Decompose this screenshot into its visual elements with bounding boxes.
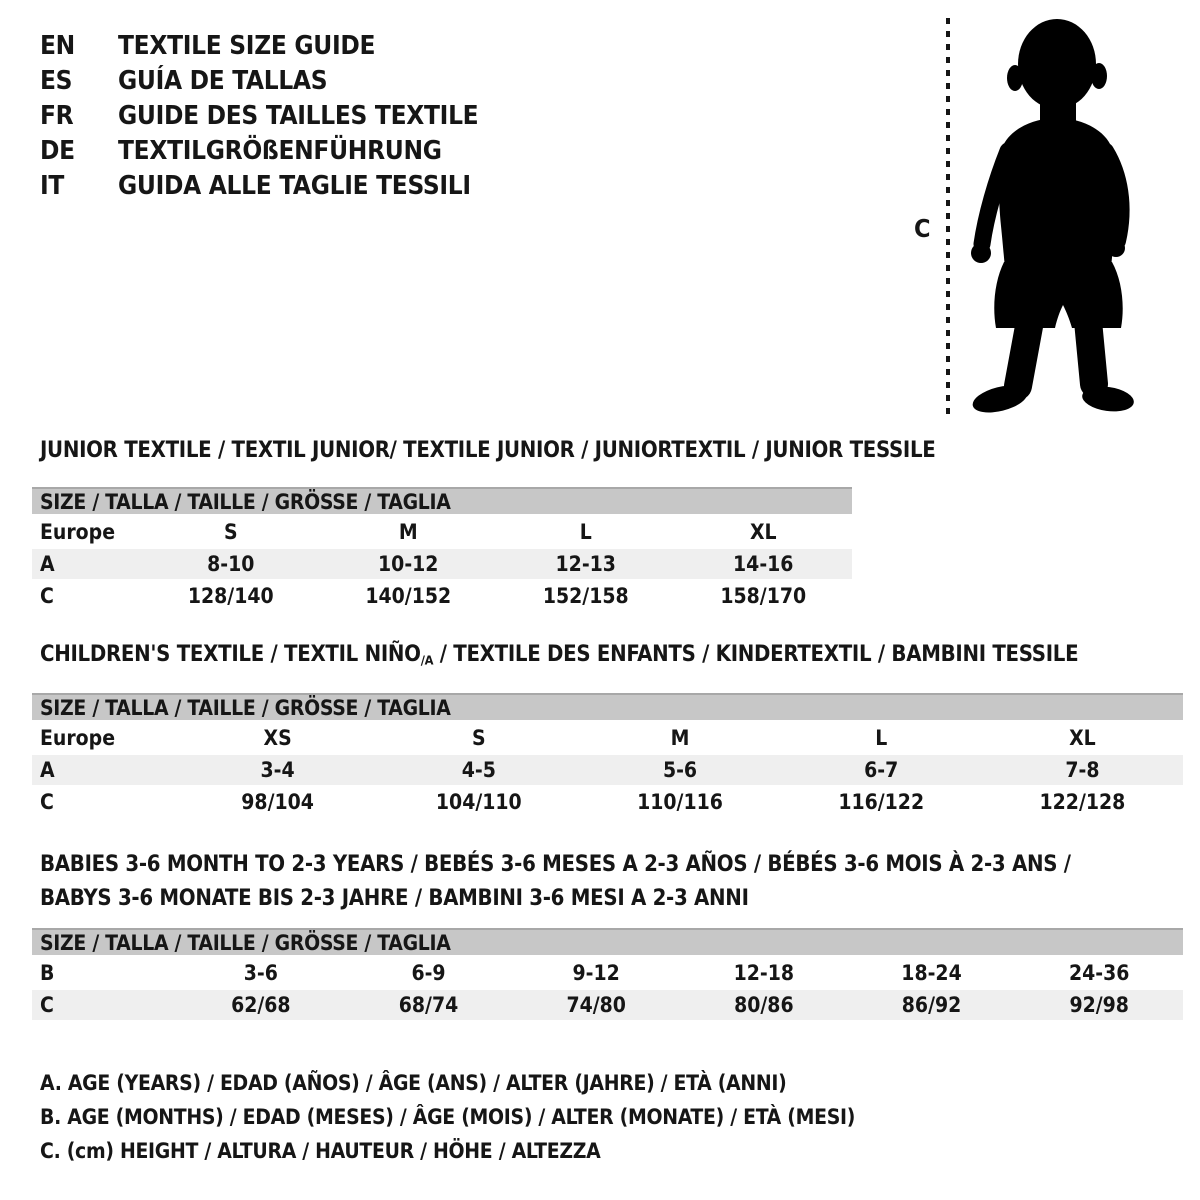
children-title-pre: CHILDREN'S TEXTILE / TEXTIL NIÑO	[40, 642, 421, 667]
language-row: IT GUIDA ALLE TAGLIE TESSILI	[40, 168, 478, 203]
age-cell: 6-7	[864, 758, 899, 782]
guide-title: GUIDE DES TAILLES TEXTILE	[118, 100, 479, 131]
height-cell: 152/158	[542, 584, 629, 608]
age-cell: 3-4	[260, 758, 295, 782]
size-header-bar: SIZE / TALLA / TAILLE / GRÖSSE / TAGLIA	[32, 487, 852, 514]
table-row-height: C 98/104 104/110 110/116 116/122 122/128	[32, 787, 1183, 817]
age-cell: 8-10	[207, 552, 255, 576]
row-label: C	[40, 584, 54, 608]
guide-title: TEXTILE SIZE GUIDE	[118, 30, 376, 61]
age-cell: 12-13	[555, 552, 616, 576]
size-cell: M	[670, 726, 690, 750]
children-title-post: / TEXTILE DES ENFANTS / KINDERTEXTIL / B…	[433, 642, 1079, 667]
height-cell: 116/122	[838, 790, 925, 814]
size-header-bar: SIZE / TALLA / TAILLE / GRÖSSE / TAGLIA	[32, 693, 1183, 720]
children-size-table: SIZE / TALLA / TAILLE / GRÖSSE / TAGLIA …	[32, 693, 1183, 819]
size-cell: XL	[1069, 726, 1096, 750]
language-code: IT	[40, 170, 65, 201]
row-label: Europe	[40, 520, 116, 544]
age-cell: 4-5	[461, 758, 496, 782]
size-cell: L	[579, 520, 592, 544]
height-cell: 104/110	[435, 790, 522, 814]
age-cell: 9-12	[572, 961, 620, 985]
size-cell: S	[223, 520, 238, 544]
table-row-height: C 62/68 68/74 74/80 80/86 86/92 92/98	[32, 990, 1183, 1020]
height-cell: 80/86	[734, 993, 794, 1017]
language-code: ES	[40, 65, 73, 96]
row-label: C	[40, 993, 54, 1017]
size-header-bar: SIZE / TALLA / TAILLE / GRÖSSE / TAGLIA	[32, 928, 1183, 955]
row-label: Europe	[40, 726, 116, 750]
height-cell: 98/104	[241, 790, 314, 814]
language-row: EN TEXTILE SIZE GUIDE	[40, 28, 478, 63]
babies-title-line1: BABIES 3-6 MONTH TO 2-3 YEARS / BEBÉS 3-…	[40, 852, 1071, 877]
row-label: A	[40, 758, 55, 782]
language-row: FR GUIDE DES TAILLES TEXTILE	[40, 98, 479, 133]
size-cell: XL	[749, 520, 777, 544]
junior-section-title: JUNIOR TEXTILE / TEXTIL JUNIOR/ TEXTILE …	[40, 438, 936, 463]
age-cell: 5-6	[662, 758, 698, 782]
guide-title: GUIDA ALLE TAGLIE TESSILI	[118, 170, 471, 201]
table-row-height: C 128/140 140/152 152/158 158/170	[32, 581, 852, 611]
measurement-legend: A. AGE (YEARS) / EDAD (AÑOS) / ÂGE (ANS)…	[40, 1066, 855, 1168]
height-cell: 110/116	[637, 790, 723, 814]
height-cell: 128/140	[187, 584, 274, 608]
babies-section-title: BABIES 3-6 MONTH TO 2-3 YEARS / BEBÉS 3-…	[40, 848, 1071, 916]
age-cell: 12-18	[733, 961, 795, 985]
height-cell: 92/98	[1069, 993, 1129, 1017]
table-row-age: A 3-4 4-5 5-6 6-7 7-8	[32, 755, 1183, 785]
size-cell: XS	[263, 726, 292, 750]
height-cell: 74/80	[566, 993, 626, 1017]
size-cell: M	[398, 520, 418, 544]
legend-age-years: A. AGE (YEARS) / EDAD (AÑOS) / ÂGE (ANS)…	[40, 1071, 787, 1095]
legend-height: C. (cm) HEIGHT / ALTURA / HAUTEUR / HÖHE…	[40, 1139, 601, 1163]
height-cell: 62/68	[231, 993, 291, 1017]
children-title-sub: /A	[420, 653, 434, 669]
height-cell: 158/170	[720, 584, 807, 608]
height-cell: 68/74	[398, 993, 459, 1017]
children-section-title: CHILDREN'S TEXTILE / TEXTIL NIÑO/A / TEX…	[40, 638, 1079, 679]
table-row-europe: Europe XS S M L XL	[32, 723, 1183, 753]
height-cell: 86/92	[901, 993, 962, 1017]
size-cell: L	[875, 726, 888, 750]
size-cell: S	[472, 726, 486, 750]
height-cell: 140/152	[365, 584, 452, 608]
guide-title: TEXTILGRÖßENFÜHRUNG	[118, 135, 442, 166]
table-row-age-months: B 3-6 6-9 9-12 12-18 18-24 24-36	[32, 958, 1183, 988]
age-cell: 3-6	[243, 961, 278, 985]
language-code: EN	[40, 30, 75, 61]
table-row-europe: Europe S M L XL	[32, 517, 852, 547]
row-label: B	[40, 961, 55, 985]
height-measure-label: C	[914, 214, 931, 243]
toddler-silhouette-icon	[971, 19, 1134, 413]
guide-title: GUÍA DE TALLAS	[118, 65, 328, 96]
age-cell: 10-12	[378, 552, 439, 576]
age-cell: 24-36	[1068, 961, 1130, 985]
babies-size-table: SIZE / TALLA / TAILLE / GRÖSSE / TAGLIA …	[32, 928, 1183, 1022]
language-title-list: EN TEXTILE SIZE GUIDE ES GUÍA DE TALLAS …	[40, 28, 479, 203]
age-cell: 14-16	[733, 552, 794, 576]
language-row: DE TEXTILGRÖßENFÜHRUNG	[40, 133, 478, 168]
age-cell: 7-8	[1065, 758, 1100, 782]
language-row: ES GUÍA DE TALLAS	[40, 63, 478, 98]
legend-age-months: B. AGE (MONTHS) / EDAD (MESES) / ÂGE (MO…	[40, 1105, 856, 1129]
age-cell: 18-24	[901, 961, 962, 985]
row-label: A	[40, 552, 55, 576]
table-row-age: A 8-10 10-12 12-13 14-16	[32, 549, 852, 579]
row-label: C	[40, 790, 54, 814]
age-cell: 6-9	[411, 961, 446, 985]
language-code: FR	[40, 100, 74, 131]
language-code: DE	[40, 135, 75, 166]
junior-size-table: SIZE / TALLA / TAILLE / GRÖSSE / TAGLIA …	[32, 487, 852, 613]
height-cell: 122/128	[1039, 790, 1126, 814]
height-measure-dashed-line	[946, 18, 950, 416]
babies-title-line2: BABYS 3-6 MONATE BIS 2-3 JAHRE / BAMBINI…	[40, 886, 749, 911]
